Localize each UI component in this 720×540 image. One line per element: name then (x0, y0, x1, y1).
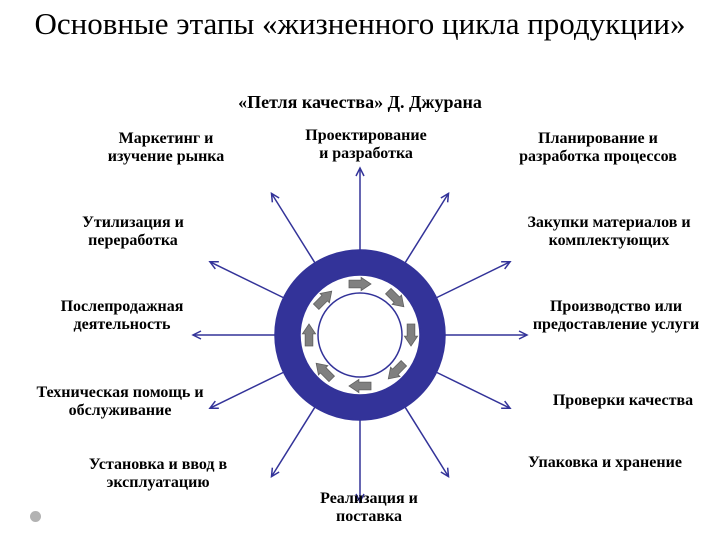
spoke-marketing (272, 193, 315, 263)
stage-label-delivery: Реализация и поставка (294, 490, 444, 526)
stage-label-techsupport: Техническая помощь и обслуживание (20, 384, 220, 420)
spoke-procurement (436, 262, 510, 298)
spoke-packaging (405, 407, 448, 477)
spoke-recycling (210, 262, 284, 298)
spoke-installation (272, 407, 315, 477)
stage-label-planning: Планирование и разработка процессов (498, 130, 698, 166)
stage-label-production: Производство или предоставление услуги (516, 298, 716, 334)
spoke-arrowhead-packaging (441, 468, 449, 477)
stage-label-packaging: Упаковка и хранение (510, 454, 700, 472)
spoke-arrowhead-marketing (272, 193, 280, 202)
stage-label-installation: Установка и ввод в эксплуатацию (68, 456, 248, 492)
page: Основные этапы «жизненного цикла продукц… (0, 0, 720, 540)
stage-label-recycling: Утилизация и переработка (58, 214, 208, 250)
spoke-inspection (436, 372, 510, 408)
spoke-techsupport (210, 372, 284, 408)
stage-label-design: Проектирование и разработка (286, 127, 446, 163)
stage-label-marketing: Маркетинг и изучение рынка (86, 130, 246, 166)
stage-label-aftersales: Послепродажная деятельность (42, 298, 202, 334)
slide-bullet-icon (30, 511, 41, 522)
center-circle (318, 293, 402, 377)
spoke-planning (405, 193, 448, 263)
stage-label-inspection: Проверки качества (538, 392, 708, 410)
spoke-arrowhead-planning (441, 193, 449, 202)
stage-label-procurement: Закупки материалов и комплектующих (504, 214, 714, 250)
spoke-arrowhead-installation (272, 468, 280, 477)
